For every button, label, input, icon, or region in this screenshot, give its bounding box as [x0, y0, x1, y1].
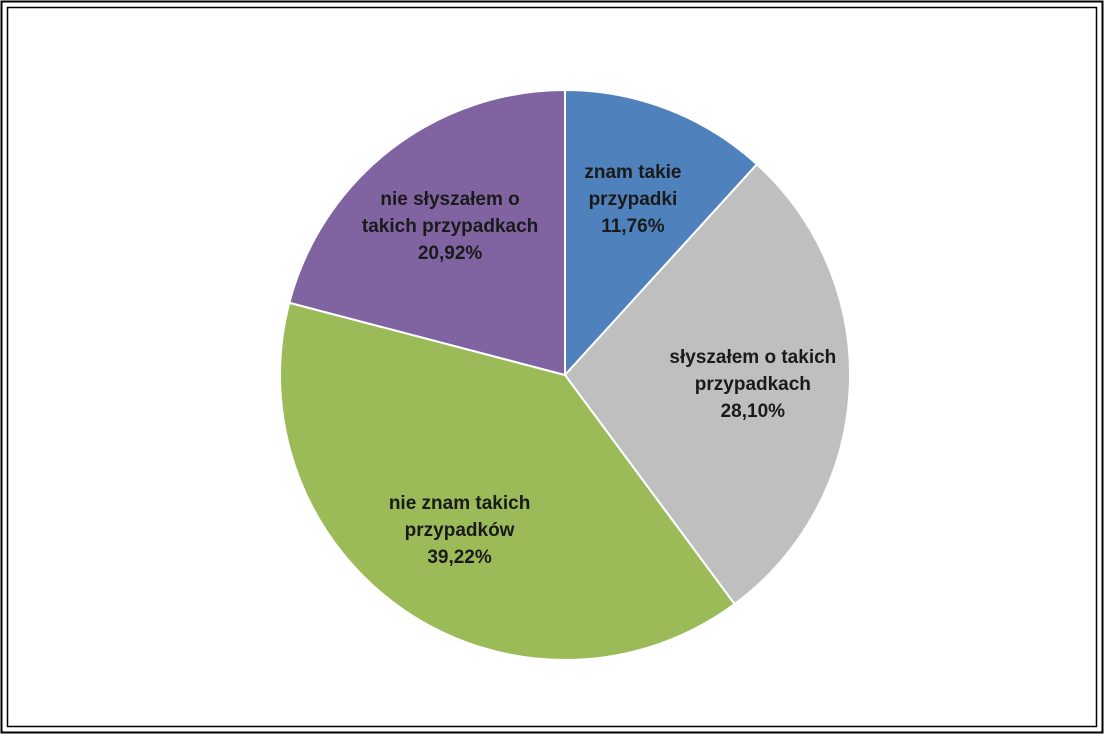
value-label: 11,76% — [601, 216, 665, 238]
value-label: 39,22% — [427, 547, 492, 569]
pie-slice — [279, 301, 736, 661]
inner-frame — [6, 6, 1098, 728]
category-label: znam takie przypadki — [584, 162, 682, 211]
category-label: nie znam takich przypadków — [388, 493, 531, 542]
pie-slice — [288, 88, 566, 377]
slice-label: nie znam takich przypadków 39,22% — [388, 493, 531, 569]
pie-slice — [564, 88, 759, 378]
category-label: słyszałem o takich przypadkach — [669, 347, 837, 396]
pie-slice — [563, 162, 851, 606]
value-label: 20,92% — [417, 242, 483, 264]
category-label: nie słyszałem o takich przypadkach — [361, 188, 539, 237]
slice-label: słyszałem o takich przypadkach 28,10% — [669, 347, 837, 423]
slice-label: znam takie przypadki 11,76% — [584, 162, 682, 238]
value-label: 28,10% — [720, 401, 786, 423]
slice-label: nie słyszałem o takich przypadkach 20,92% — [361, 188, 539, 264]
